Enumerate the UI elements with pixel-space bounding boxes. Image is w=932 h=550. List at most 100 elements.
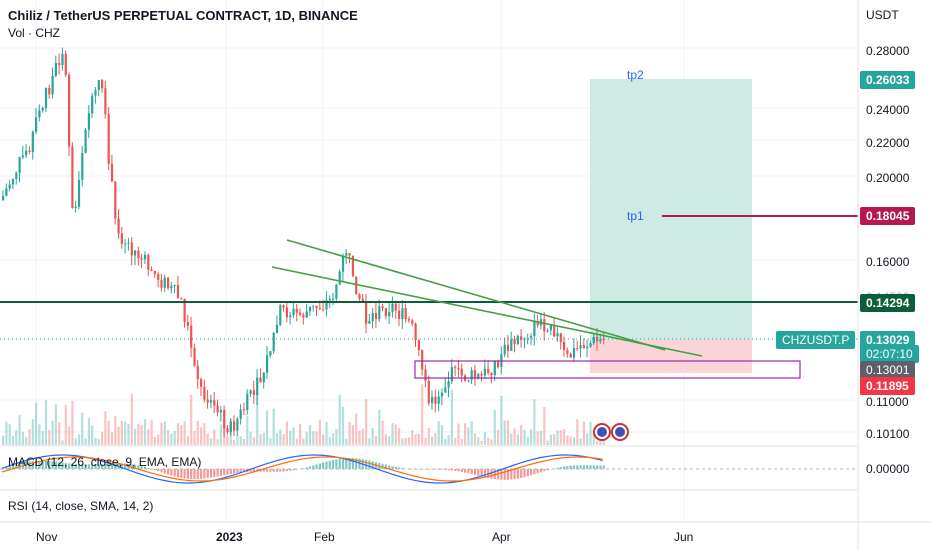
candle [229, 421, 232, 433]
candle [526, 337, 529, 339]
candle [338, 271, 341, 285]
candle [8, 184, 11, 189]
volume-bar [157, 434, 160, 445]
candle [28, 150, 31, 152]
macd-bar [447, 469, 450, 471]
volume-bar [556, 430, 559, 445]
volume-bar [444, 438, 447, 445]
volume-bar [94, 437, 97, 445]
candle [91, 95, 94, 114]
volume-bar [503, 420, 506, 445]
macd-bar [219, 469, 222, 476]
candle [150, 269, 153, 271]
candle [312, 305, 315, 307]
volume-bar [599, 437, 602, 445]
macd-bar [388, 465, 391, 469]
volume-bar [153, 436, 156, 445]
volume-bar [203, 422, 206, 445]
candle [391, 303, 394, 313]
volume-bar [394, 424, 397, 445]
volume-bar [130, 393, 133, 445]
volume-bar [117, 426, 120, 445]
macd-bar [365, 459, 368, 469]
candle [434, 396, 437, 404]
macd-bar [61, 462, 64, 469]
macd-bar [563, 466, 566, 469]
candle [236, 418, 239, 431]
candle [295, 308, 298, 313]
macd-bar [391, 466, 394, 469]
candle [77, 179, 81, 207]
volume-bar [546, 440, 549, 445]
candle [262, 372, 265, 383]
macd-histogram [2, 458, 605, 480]
macd-bar [312, 465, 315, 469]
volume-bar [421, 384, 424, 445]
candle [186, 322, 189, 326]
candle [365, 301, 368, 324]
macd-bar [193, 469, 196, 480]
macd-bar [120, 463, 123, 469]
tp1-label: tp1 [627, 209, 644, 223]
candle [173, 285, 176, 287]
macd-bar [167, 469, 170, 475]
volume-bar [266, 410, 269, 445]
candle [559, 333, 562, 342]
event-flag-icon[interactable] [593, 423, 629, 441]
volume-bar [447, 435, 450, 445]
candle [318, 308, 321, 310]
volume-bar [305, 432, 308, 445]
candle [5, 188, 8, 196]
macd-bar [74, 463, 77, 469]
volume-bar [110, 432, 114, 445]
macd-bar [572, 465, 576, 469]
candle [292, 308, 295, 316]
candle [101, 80, 104, 89]
macd-label[interactable]: MACD (12, 26, close, 9, EMA, EMA) [8, 455, 202, 469]
macd-bar [543, 469, 546, 472]
macd-bar [31, 460, 34, 469]
macd-tick: 0.00000 [866, 462, 910, 476]
macd-bar [470, 469, 473, 475]
macd-bar [153, 469, 156, 471]
candle [368, 321, 371, 324]
volume-bar [137, 423, 140, 445]
macd-bar [490, 469, 493, 479]
candle [216, 405, 219, 413]
volume-bar [209, 438, 213, 445]
candle [153, 270, 156, 275]
macd-bar [533, 469, 536, 475]
macd-bar [536, 469, 539, 474]
time-tick: Nov [36, 530, 58, 544]
macd-bar [11, 464, 15, 469]
volume-bar [401, 438, 404, 445]
price-tick: 0.16000 [866, 255, 910, 269]
macd-bar [107, 463, 110, 469]
macd-bar [305, 467, 308, 469]
candle [176, 285, 180, 298]
macd-bar [599, 465, 602, 469]
volume-bar [101, 431, 104, 445]
candle [97, 80, 100, 91]
candle [279, 305, 282, 325]
candle [74, 206, 77, 208]
macd-bar [203, 469, 206, 479]
volume-bar [483, 432, 486, 445]
macd-bar [398, 467, 401, 469]
volume-bar [358, 430, 361, 445]
volume-bar [351, 425, 354, 445]
macd-bar [483, 469, 486, 478]
rsi-label[interactable]: RSI (14, close, SMA, 14, 2) [8, 499, 154, 513]
trendline-upper[interactable] [286, 239, 666, 351]
macd-bar [101, 463, 104, 469]
volume-bar [279, 429, 282, 445]
macd-bar [114, 463, 117, 469]
candle [427, 380, 430, 404]
macd-bar [315, 464, 318, 469]
trendline-lower[interactable] [271, 266, 703, 357]
macd-bar [351, 458, 354, 469]
support-box[interactable] [414, 360, 801, 379]
candle [454, 367, 457, 369]
candle [107, 114, 110, 164]
